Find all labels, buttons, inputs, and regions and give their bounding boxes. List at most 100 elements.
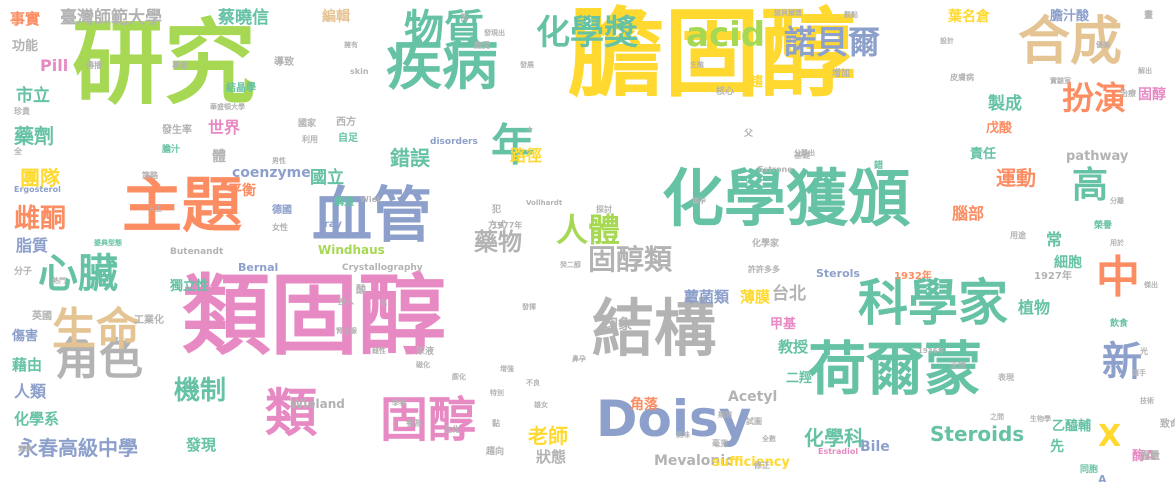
word-102-skin: skin bbox=[350, 67, 369, 76]
word-86: 獨立性 bbox=[170, 279, 210, 294]
word-182: 設計 bbox=[940, 37, 954, 45]
word-48: 市立 bbox=[16, 86, 50, 106]
word-185: 觀點 bbox=[844, 11, 858, 19]
word-66: 薄膜 bbox=[740, 288, 771, 306]
word-171: 用於 bbox=[1110, 239, 1124, 247]
word-100-ergosterol: Ergosterol bbox=[14, 185, 61, 194]
word-147: 不良 bbox=[526, 379, 540, 387]
word-87-windhaus: Windhaus bbox=[318, 243, 385, 257]
word-198: 測來 bbox=[18, 445, 32, 453]
word-111: 華盛頓大學 bbox=[210, 103, 245, 111]
word-84: 乙醯輔 bbox=[1052, 419, 1092, 434]
word-181: 增加 bbox=[832, 69, 851, 79]
word-139: 磁化 bbox=[416, 361, 430, 369]
word-35-x: X bbox=[1098, 419, 1122, 454]
word-194: 光 bbox=[1140, 347, 1148, 356]
word-93-1932: 1932年 bbox=[894, 271, 932, 282]
word-67: 甲基 bbox=[770, 317, 797, 332]
word-4: 主題 bbox=[122, 171, 242, 241]
word-110: 導致 bbox=[274, 57, 294, 68]
word-116: 策略 bbox=[142, 171, 158, 180]
word-187: 飽受 bbox=[474, 41, 490, 50]
word-199: 化 bbox=[380, 299, 387, 307]
word-157: 試圖 bbox=[746, 417, 762, 426]
word-55: 製成 bbox=[988, 94, 1022, 114]
word-49: 世界 bbox=[208, 118, 241, 137]
word-20-acid: acid bbox=[686, 15, 766, 55]
word-175: 實驗室 bbox=[1050, 77, 1071, 85]
word-189: 發現出 bbox=[484, 29, 505, 37]
word-80-sufficiency: sufficiency bbox=[712, 455, 790, 470]
word-164: 表現 bbox=[998, 373, 1014, 382]
word-63: 台北 bbox=[772, 284, 806, 304]
word-33: 團隊 bbox=[20, 166, 60, 190]
word-159: 期間 bbox=[718, 411, 732, 419]
word-101-ray: ray bbox=[324, 219, 342, 230]
word-38: 化學科 bbox=[804, 426, 864, 450]
word-115: 膽汁 bbox=[162, 145, 181, 155]
word-95-1977: 1977年 bbox=[492, 221, 523, 230]
word-97-disorders: disorders bbox=[430, 137, 478, 147]
word-165: 之間 bbox=[990, 413, 1004, 421]
word-53: 平衡 bbox=[228, 183, 256, 199]
word-192: 優美 bbox=[1096, 41, 1110, 49]
word-98-estrone: Estrone bbox=[758, 165, 793, 174]
word-94-1927: 1927年 bbox=[1034, 271, 1072, 282]
word-12: 固醇 bbox=[380, 392, 477, 448]
word-163: 天然 bbox=[950, 361, 966, 370]
word-60: 腦部 bbox=[952, 204, 985, 223]
word-59: 脂質 bbox=[16, 236, 49, 255]
word-119: 利用 bbox=[302, 135, 318, 144]
word-136: 腎上腺 bbox=[336, 327, 357, 335]
word-197: 擁有 bbox=[344, 41, 358, 49]
word-152: 鼻孕 bbox=[572, 355, 586, 363]
word-41: 蔡曉信 bbox=[218, 8, 269, 28]
word-108: 專家 bbox=[172, 61, 188, 70]
word-68: 植物 bbox=[1018, 298, 1051, 317]
word-161: 全數 bbox=[762, 435, 776, 443]
word-1: 研究 bbox=[72, 10, 257, 117]
word-176: 分離出 bbox=[794, 149, 815, 157]
word-58-pathway: pathway bbox=[1066, 149, 1129, 164]
word-158: 修正 bbox=[754, 461, 770, 470]
word-122: 構造 bbox=[334, 197, 354, 208]
word-46: 功能 bbox=[12, 39, 39, 54]
word-169: 飲食 bbox=[1110, 319, 1129, 329]
word-75: 化學系 bbox=[14, 410, 60, 428]
word-5: 血管 bbox=[312, 181, 432, 251]
word-129: 英國 bbox=[32, 311, 52, 322]
word-16: 生命 bbox=[52, 304, 140, 355]
word-91-butenandt: Butenandt bbox=[170, 247, 224, 257]
word-34: 藥劑 bbox=[14, 124, 54, 148]
word-25: 新 bbox=[1102, 339, 1142, 385]
word-109: 結晶學 bbox=[226, 83, 256, 94]
word-14: 年 bbox=[491, 120, 535, 171]
word-114: 發生率 bbox=[162, 125, 192, 136]
word-144: 生化 bbox=[444, 425, 460, 434]
word-6: 疾病 bbox=[386, 33, 498, 98]
word-22: 扮演 bbox=[1062, 79, 1127, 117]
word-71: 固醇 bbox=[1138, 87, 1166, 103]
word-172: 分離 bbox=[1110, 197, 1124, 205]
word-26: 人體 bbox=[556, 211, 621, 249]
word-103-vollhardt: Vollhardt bbox=[526, 199, 563, 207]
word-113: 珍貴 bbox=[14, 107, 30, 116]
word-121: 自足 bbox=[338, 133, 358, 144]
word-151: 發揮 bbox=[522, 303, 536, 311]
word-57: 責任 bbox=[970, 147, 997, 162]
word-64: 印象 bbox=[604, 317, 632, 333]
word-40: 臺灣師範大學 bbox=[60, 8, 162, 28]
word-15: 角色 bbox=[55, 334, 143, 385]
word-134: 酸 bbox=[356, 285, 366, 296]
word-156: 儀孕 bbox=[692, 197, 706, 205]
word-174: 治療 bbox=[1120, 89, 1136, 98]
word-92-crystallography: Crystallography bbox=[342, 263, 423, 273]
word-19: 化學獎 bbox=[536, 13, 638, 53]
word-191: 畫 bbox=[1144, 11, 1154, 21]
word-117: 男性 bbox=[272, 157, 286, 165]
word-150: 癸二醇 bbox=[560, 261, 581, 269]
word-143: 譽為 bbox=[406, 419, 422, 428]
word-188: 發展 bbox=[520, 61, 534, 69]
word-96-1936: 1936年 bbox=[918, 347, 945, 355]
